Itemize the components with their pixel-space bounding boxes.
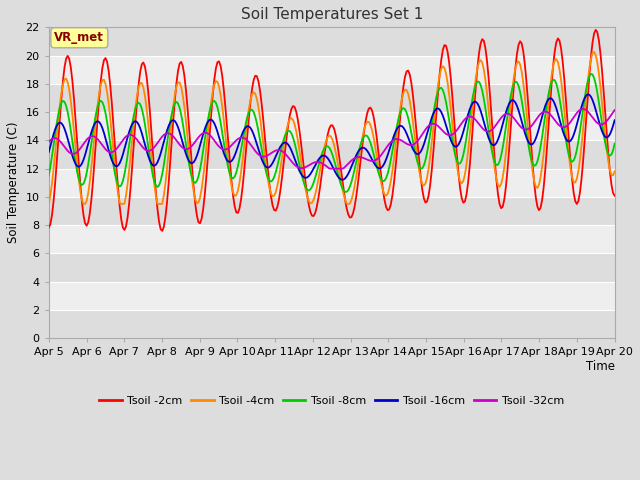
Y-axis label: Soil Temperature (C): Soil Temperature (C): [7, 122, 20, 243]
Bar: [49, 197, 614, 225]
X-axis label: Time: Time: [586, 360, 614, 373]
Bar: [49, 225, 614, 253]
Bar: [49, 168, 614, 197]
Bar: [49, 27, 614, 56]
Bar: [49, 56, 614, 84]
Legend: Tsoil -2cm, Tsoil -4cm, Tsoil -8cm, Tsoil -16cm, Tsoil -32cm: Tsoil -2cm, Tsoil -4cm, Tsoil -8cm, Tsoi…: [95, 392, 568, 410]
Title: Soil Temperatures Set 1: Soil Temperatures Set 1: [241, 7, 423, 22]
Bar: [49, 84, 614, 112]
Bar: [49, 310, 614, 338]
Text: VR_met: VR_met: [54, 31, 104, 44]
Bar: [49, 253, 614, 282]
Bar: [49, 282, 614, 310]
Bar: [49, 140, 614, 168]
Bar: [49, 112, 614, 140]
